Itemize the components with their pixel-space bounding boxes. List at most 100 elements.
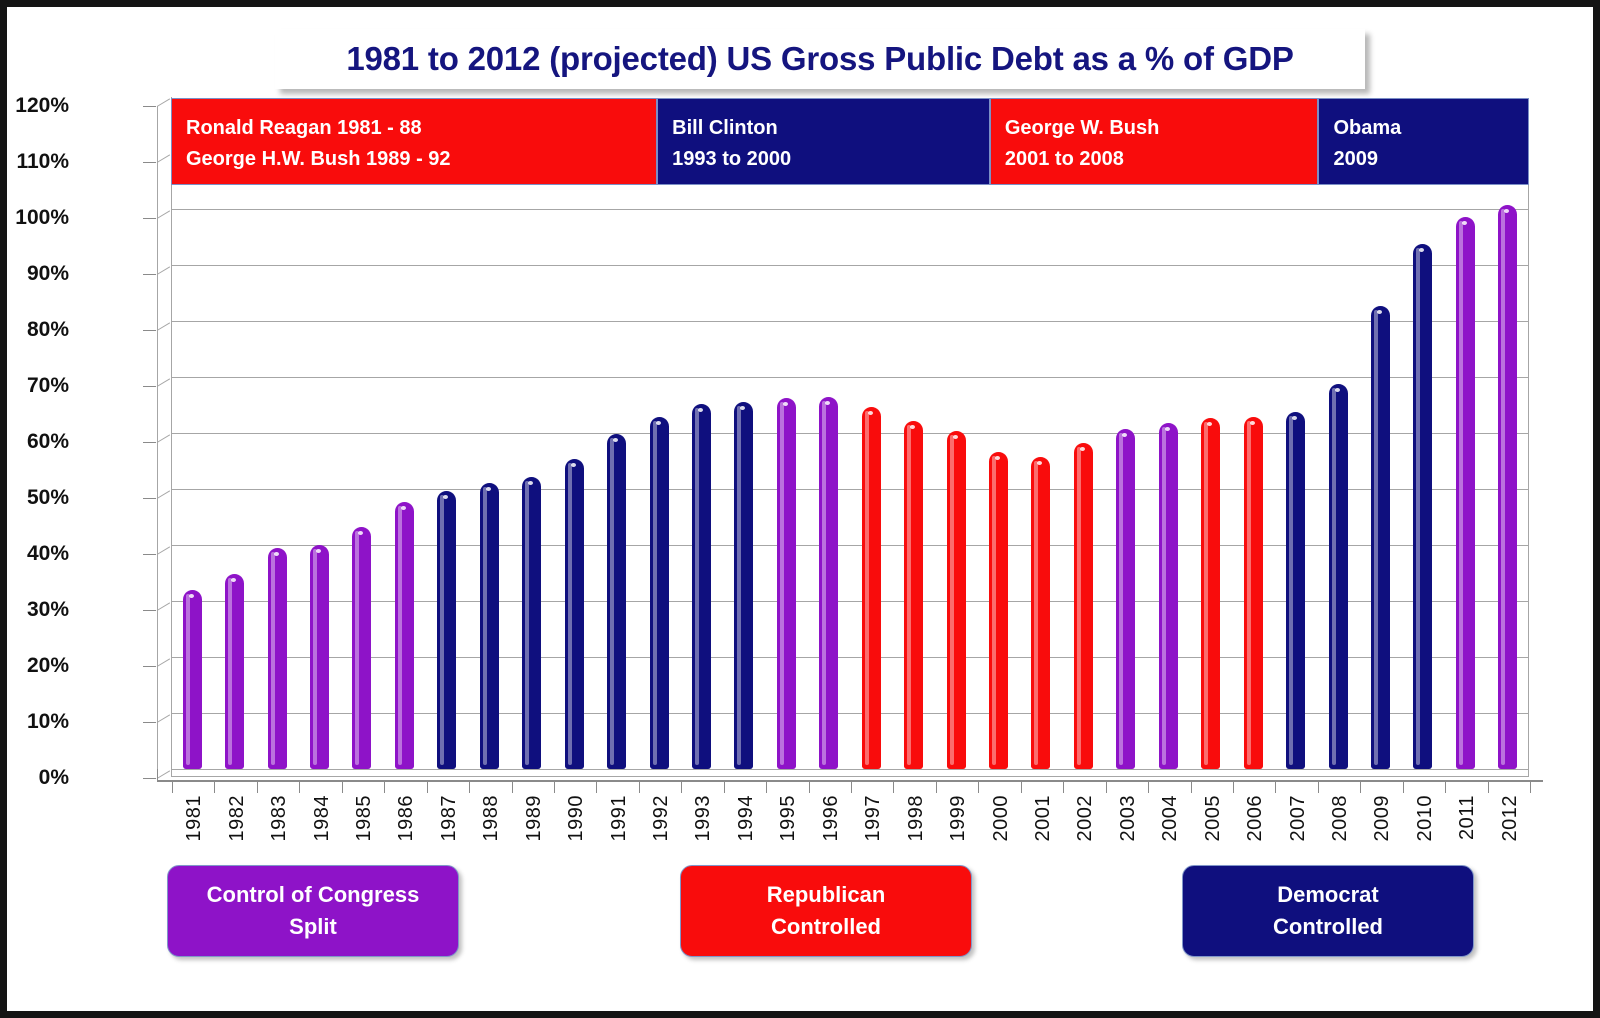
y-axis-tick-label: 80% bbox=[26, 318, 69, 341]
bar-highlight-dot bbox=[570, 463, 576, 468]
legend-label-line-1: Control of Congress bbox=[206, 882, 420, 908]
x-axis-label-1989: 1989 bbox=[522, 795, 545, 842]
bar-highlight-dot bbox=[910, 425, 916, 430]
bar-1998 bbox=[904, 421, 924, 769]
x-tick-mark bbox=[723, 782, 725, 793]
bar-1983 bbox=[267, 548, 287, 769]
x-tick-mark bbox=[1487, 782, 1489, 793]
y-tick-mark bbox=[143, 274, 156, 275]
bar-1997 bbox=[861, 406, 881, 769]
bar-1992 bbox=[649, 417, 669, 769]
x-tick-mark bbox=[1232, 782, 1234, 793]
bar-highlight-dot bbox=[400, 506, 406, 511]
bar-gloss bbox=[270, 552, 275, 765]
bar-2010 bbox=[1413, 244, 1433, 769]
chart-title-box: 1981 to 2012 (projected) US Gross Public… bbox=[275, 29, 1365, 89]
x-tick-mark bbox=[978, 782, 980, 793]
legend-item-1[interactable]: Control of Congress Split bbox=[167, 865, 459, 957]
x-axis-label-2005: 2005 bbox=[1201, 795, 1224, 842]
bar-1981 bbox=[182, 589, 202, 769]
y-tick-mark bbox=[143, 442, 156, 443]
bar-2009 bbox=[1370, 306, 1390, 769]
y-axis-tick-label: 30% bbox=[26, 598, 69, 621]
bar-gloss bbox=[1501, 209, 1506, 765]
bar-highlight-dot bbox=[1461, 221, 1467, 226]
bar-gloss bbox=[779, 401, 784, 765]
x-tick-mark bbox=[256, 782, 258, 793]
x-axis-label-1991: 1991 bbox=[607, 795, 630, 842]
bar-1999 bbox=[946, 431, 966, 769]
gridline bbox=[171, 601, 1529, 602]
legend-item-3[interactable]: Democrat Controlled bbox=[1182, 865, 1474, 957]
banner-segment-2: Bill Clinton 1993 to 2000 bbox=[657, 98, 990, 185]
x-tick-mark bbox=[638, 782, 640, 793]
x-axis-label-1998: 1998 bbox=[904, 795, 927, 842]
banner-line-2: George H.W. Bush 1989 - 92 bbox=[186, 148, 451, 170]
x-tick-mark bbox=[681, 782, 683, 793]
banner-line-1: Obama bbox=[1333, 117, 1402, 139]
x-axis-label-1984: 1984 bbox=[310, 795, 333, 842]
bar-gloss bbox=[525, 480, 530, 765]
x-tick-mark bbox=[1317, 782, 1319, 793]
y-axis-tick-label: 110% bbox=[16, 150, 69, 173]
legend-item-2[interactable]: Republican Controlled bbox=[680, 865, 972, 957]
y-tick-mark bbox=[143, 666, 156, 667]
bar-gloss bbox=[1416, 248, 1421, 765]
bar-highlight-dot bbox=[1334, 387, 1340, 392]
y-axis-tick-label: 50% bbox=[26, 486, 69, 509]
bar-2011 bbox=[1455, 217, 1475, 769]
x-tick-mark bbox=[511, 782, 513, 793]
x-axis-label-2009: 2009 bbox=[1371, 795, 1394, 842]
bar-gloss bbox=[1161, 426, 1166, 765]
banner-segment-3: George W. Bush 2001 to 2008 bbox=[989, 98, 1319, 185]
banner-line-1: Bill Clinton bbox=[672, 117, 778, 139]
gridline bbox=[171, 209, 1529, 210]
bar-highlight-dot bbox=[1376, 310, 1382, 315]
x-axis-label-1986: 1986 bbox=[395, 795, 418, 842]
y-axis-tick-label: 10% bbox=[26, 710, 69, 733]
bar-1987 bbox=[437, 491, 457, 769]
x-axis-label-2007: 2007 bbox=[1286, 795, 1309, 842]
x-tick-mark bbox=[1148, 782, 1150, 793]
bar-gloss bbox=[1289, 415, 1294, 765]
bar-2005 bbox=[1201, 418, 1221, 769]
bar-1982 bbox=[225, 574, 245, 769]
bar-2004 bbox=[1158, 422, 1178, 769]
bar-highlight-dot bbox=[782, 401, 788, 406]
gridline bbox=[171, 433, 1529, 434]
bar-1991 bbox=[607, 434, 627, 769]
x-axis-label-1981: 1981 bbox=[183, 795, 206, 842]
x-axis-label-2008: 2008 bbox=[1329, 795, 1352, 842]
y-axis-tick-label: 40% bbox=[26, 542, 69, 565]
x-axis-label-1996: 1996 bbox=[819, 795, 842, 842]
y-tick-mark bbox=[143, 386, 156, 387]
bar-highlight-dot bbox=[1504, 209, 1510, 214]
y-tick-mark bbox=[143, 778, 156, 779]
bar-highlight-dot bbox=[1292, 415, 1298, 420]
plot-side-wall bbox=[157, 97, 172, 769]
x-axis-label-1993: 1993 bbox=[692, 795, 715, 842]
bar-highlight-dot bbox=[273, 552, 279, 557]
x-tick-mark bbox=[1020, 782, 1022, 793]
x-tick-mark bbox=[1063, 782, 1065, 793]
legend-label-line-2: Controlled bbox=[771, 914, 881, 939]
legend-label-line-1: Democrat bbox=[1277, 882, 1379, 908]
bar-gloss bbox=[1034, 461, 1039, 765]
x-tick-mark bbox=[1275, 782, 1277, 793]
bar-gloss bbox=[864, 410, 869, 765]
bar-gloss bbox=[397, 506, 402, 765]
x-tick-mark bbox=[1190, 782, 1192, 793]
page-title: 1981 to 2012 (projected) US Gross Public… bbox=[346, 40, 1294, 77]
bar-1985 bbox=[352, 527, 372, 769]
x-axis-label-2010: 2010 bbox=[1413, 795, 1436, 842]
x-tick-mark bbox=[808, 782, 810, 793]
gridline bbox=[171, 713, 1529, 714]
bar-gloss bbox=[355, 531, 360, 765]
x-tick-mark bbox=[1105, 782, 1107, 793]
bar-highlight-dot bbox=[188, 593, 194, 598]
bar-1990 bbox=[564, 459, 584, 769]
presidency-banner: Ronald Reagan 1981 - 88 George H.W. Bush … bbox=[171, 98, 1529, 185]
bar-gloss bbox=[1373, 310, 1378, 765]
x-tick-mark bbox=[172, 782, 173, 793]
y-axis-tick-label: 70% bbox=[26, 374, 69, 397]
